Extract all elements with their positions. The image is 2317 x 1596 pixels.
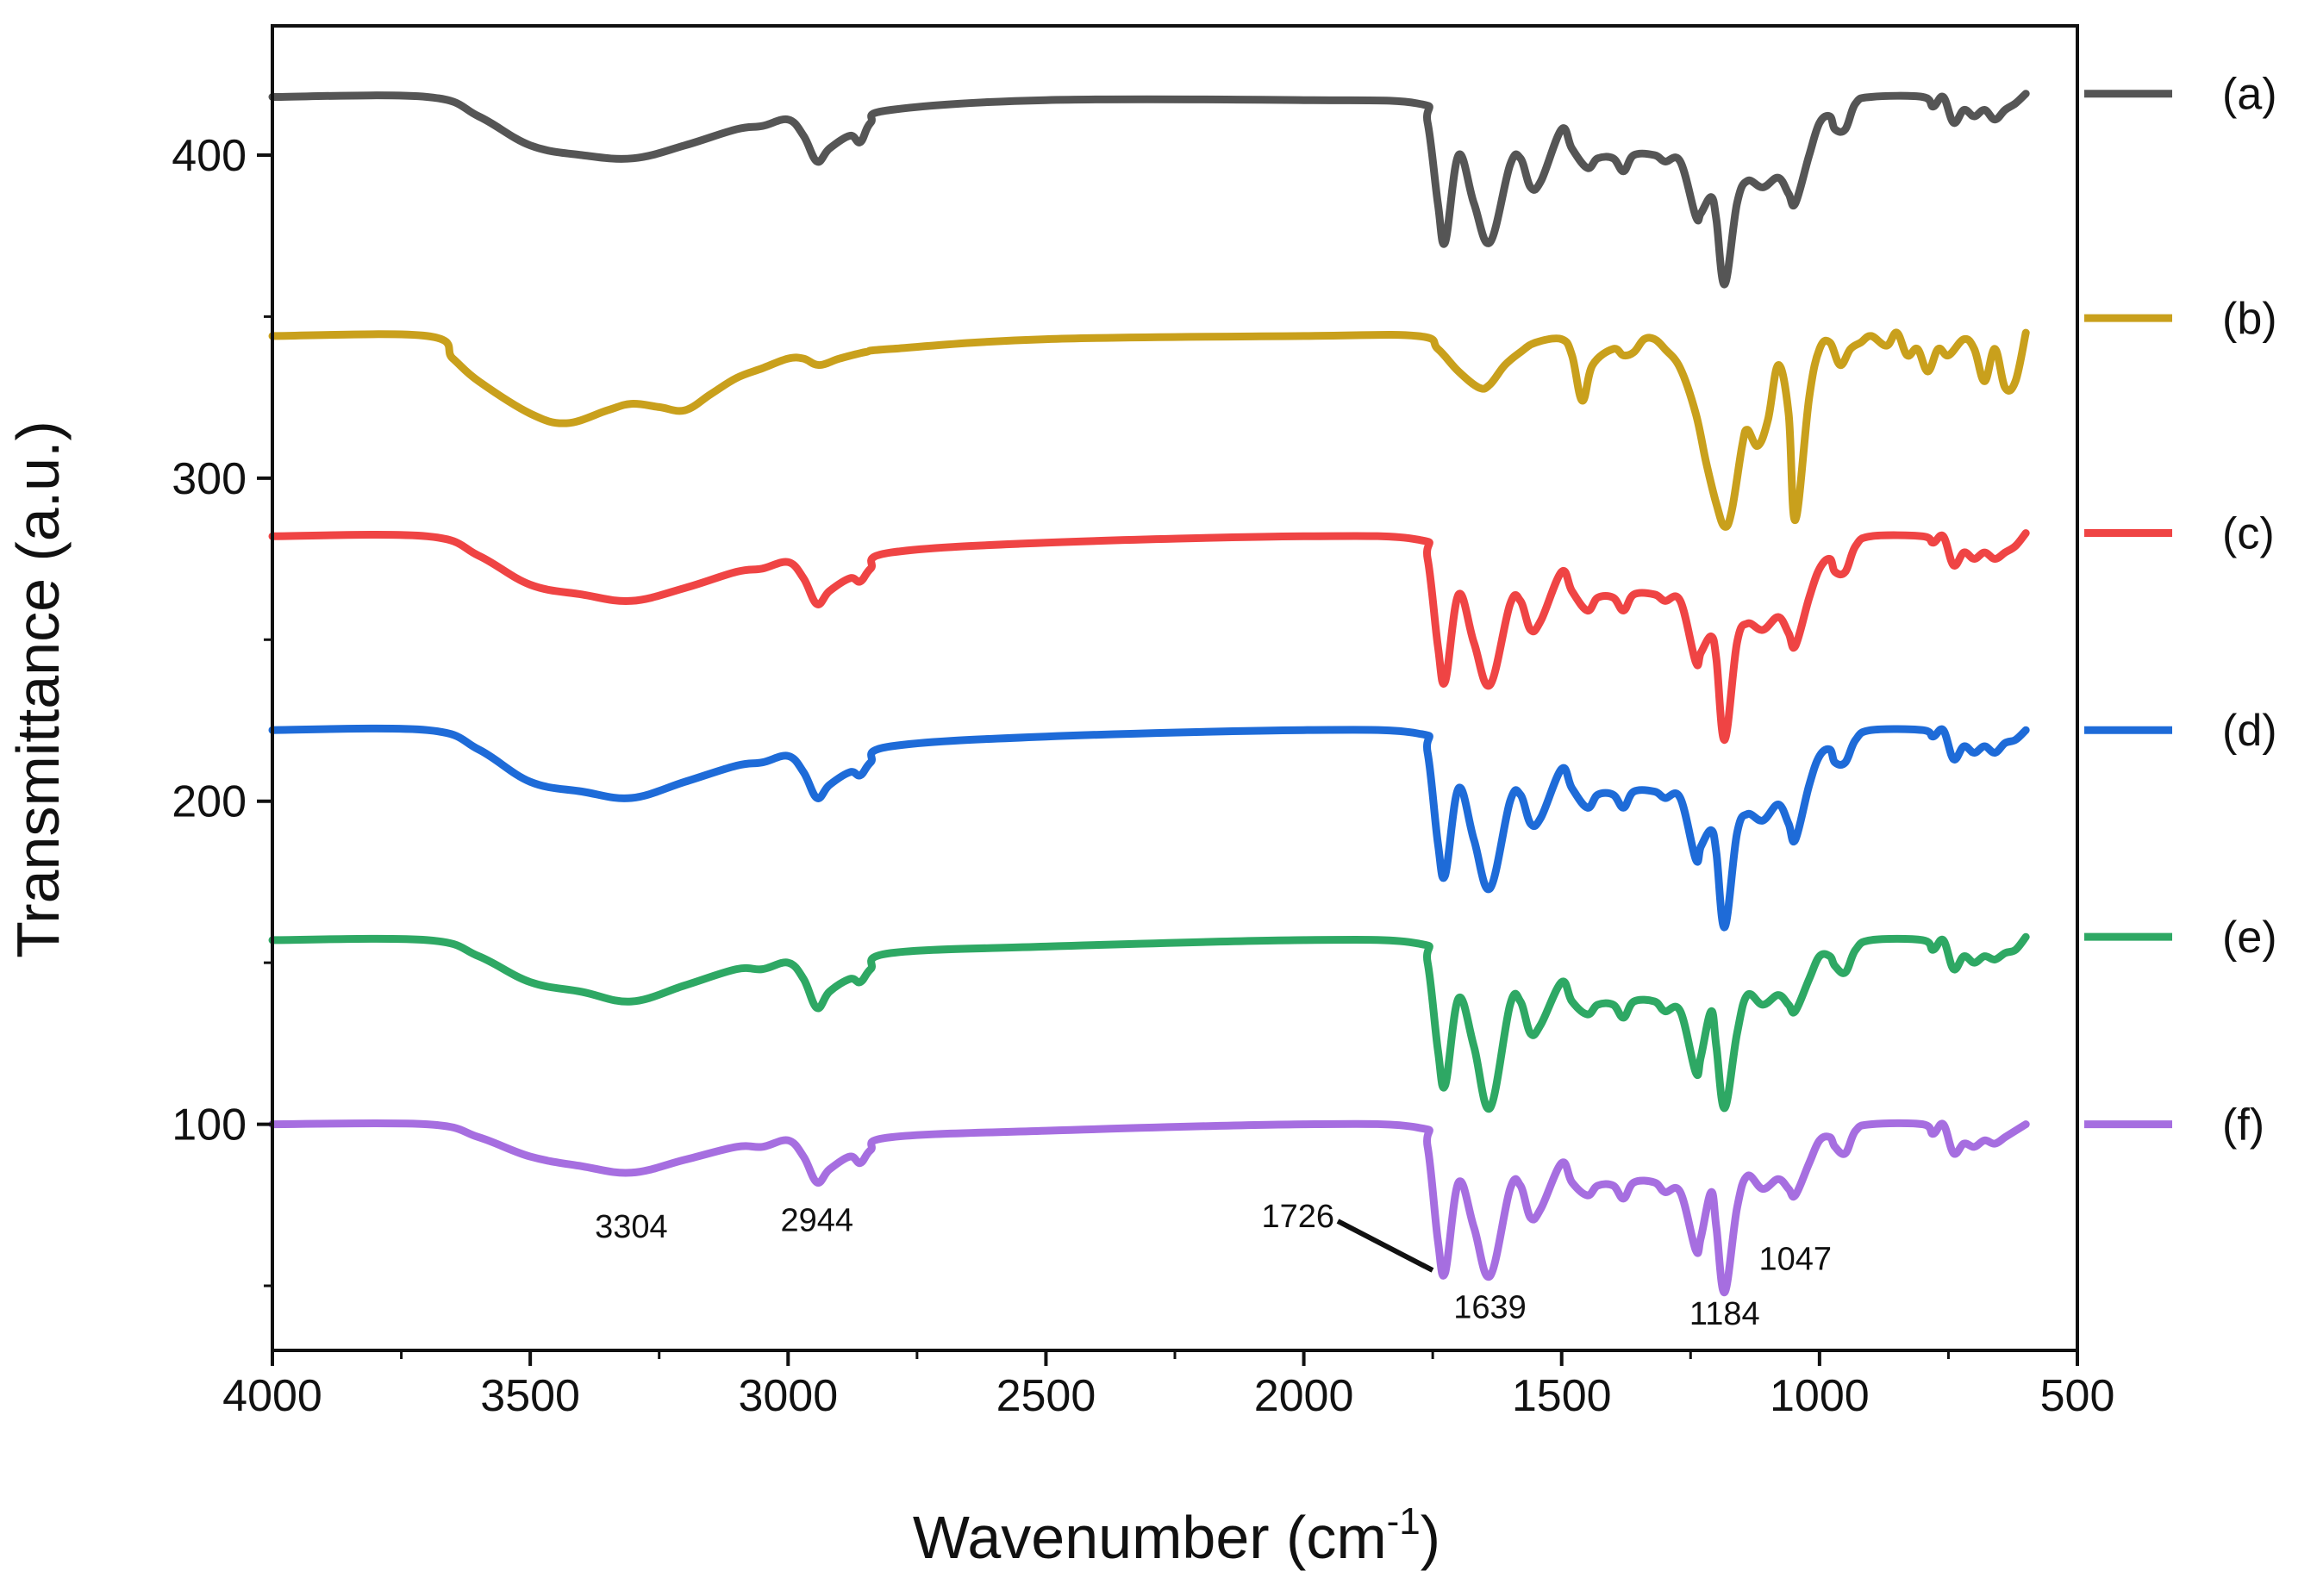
x-tick-label-2000: 2000 <box>1254 1371 1354 1421</box>
x-tick-label-1000: 1000 <box>1770 1371 1870 1421</box>
x-tick-label-1500: 1500 <box>1512 1371 1612 1421</box>
series-line-f <box>268 1119 2030 1297</box>
legend: (a) (b) (c) (d) (e) (f) <box>2084 70 2277 1150</box>
annotation-layer: 3304 2944 1726 1639 1184 1047 <box>595 1199 1832 1332</box>
annotation-label-2944: 2944 <box>781 1202 854 1238</box>
x-axis-title-end: ) <box>1421 1504 1440 1571</box>
series-line-d <box>268 724 2030 932</box>
annotation-leader-1726 <box>1336 1219 1434 1273</box>
x-axis-title-main: Wavenumber (cm <box>913 1504 1387 1571</box>
legend-label-c: (c) <box>2222 509 2275 559</box>
legend-label-e: (e) <box>2222 913 2277 963</box>
y-tick-label-300: 300 <box>172 454 247 504</box>
y-tick-label-400: 400 <box>172 131 247 181</box>
legend-label-d: (d) <box>2222 706 2277 756</box>
x-axis-title: Wavenumber (cm-1) <box>913 1500 1440 1571</box>
legend-label-b: (b) <box>2222 294 2277 344</box>
y-axis-title: Transmittance (a.u.) <box>4 421 72 958</box>
x-tick-label-3500: 3500 <box>480 1371 580 1421</box>
annotation-label-1639: 1639 <box>1453 1290 1527 1326</box>
annotation-label-3304: 3304 <box>595 1209 668 1245</box>
axes-layer: 4000 3500 3000 2500 2000 1500 1000 500 100 200 300… <box>172 24 2115 1421</box>
x-tick-label-2500: 2500 <box>996 1371 1096 1421</box>
x-tick-label-4000: 4000 <box>222 1371 322 1421</box>
series-line-e <box>268 932 2030 1113</box>
legend-label-f: (f) <box>2222 1100 2264 1150</box>
annotation-label-1184: 1184 <box>1689 1296 1760 1332</box>
series-line-a <box>268 90 2030 289</box>
annotation-label-1047: 1047 <box>1758 1241 1832 1277</box>
annotation-label-1726: 1726 <box>1261 1199 1334 1235</box>
legend-label-a: (a) <box>2222 70 2277 120</box>
series-layer <box>268 90 2030 1297</box>
series-line-b <box>268 328 2030 531</box>
x-tick-label-3000: 3000 <box>738 1371 838 1421</box>
y-tick-label-200: 200 <box>172 777 247 827</box>
x-axis-title-superscript: -1 <box>1387 1500 1421 1543</box>
x-tick-label-500: 500 <box>2040 1371 2115 1421</box>
series-line-c <box>268 529 2030 745</box>
y-tick-label-100: 100 <box>172 1100 247 1150</box>
